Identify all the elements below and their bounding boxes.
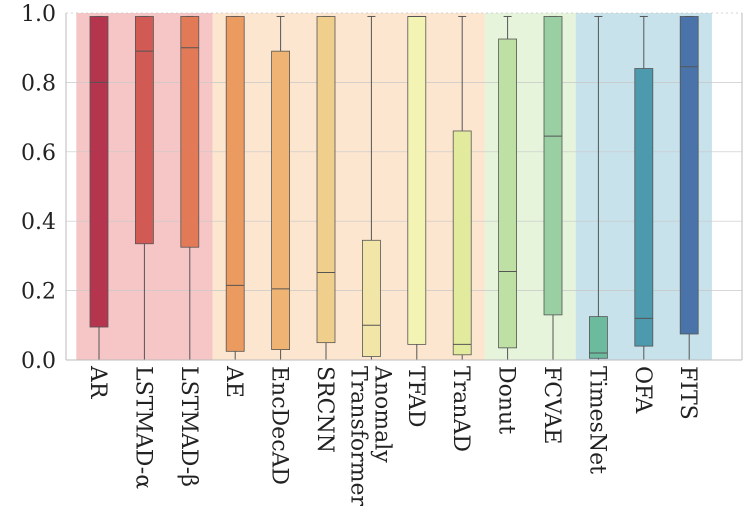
iqr-box [225,16,245,352]
x-tick-label-tfad: TFAD [403,366,428,428]
box-tfad [407,15,427,361]
x-tick-label-fcvae: FCVAE [539,366,564,444]
box-ae [225,15,245,361]
iqr-box [89,16,109,328]
iqr-box [134,16,154,245]
x-tick-label-ar: AR [85,365,110,400]
iqr-box [180,16,200,248]
box-srcnn [316,15,336,361]
iqr-box [271,50,291,350]
axes [65,13,743,361]
x-tick-labels: AR LSTMAD-α LSTMAD-β AE EncDecAD SRCNN Anomaly… [85,365,700,507]
box-lstmad- [134,15,154,361]
x-tick-label-encdecad: EncDecAD [267,366,292,485]
x-tick-label-transformer: Transformer [345,366,370,507]
box-lstmad- [180,15,200,361]
group-bands [76,13,712,360]
iqr-box [407,16,427,345]
iqr-box [452,130,472,356]
box-donut [498,15,518,361]
box-fcvae [543,15,563,361]
iqr-box [589,316,608,359]
y-tick-label-1.0: 1.0 [21,2,56,27]
iqr-box [498,38,518,349]
iqr-box [316,16,336,344]
x-tick-label-srcnn: SRCNN [312,366,337,453]
iqr-box [634,68,654,347]
x-tick-label-donut: Donut [494,366,519,434]
y-tick-label-0.2: 0.2 [21,280,56,305]
iqr-box [679,16,699,335]
iqr-box [361,239,381,357]
box-ar [89,15,109,361]
x-tick-label-anomaly: Anomaly [369,365,394,463]
y-tick-label-0.8: 0.8 [21,71,56,96]
x-tick-label-tranad: TranAD [448,366,473,452]
box-anomaly-transformer [361,15,381,361]
boxes [89,15,699,361]
x-tick-label-ofa: OFA [630,366,655,414]
band-group-2 [212,13,485,360]
y-tick-label-0.6: 0.6 [21,141,56,166]
box-tranad [452,15,472,361]
y-tick-labels: 0.0 0.2 0.4 0.6 0.8 1.0 [21,2,56,374]
box-encdecad [271,15,291,361]
x-tick-label-lstmad-: LSTMAD-β [176,366,201,487]
x-tick-label-timesnet: TimesNet [584,366,609,474]
y-tick-label-0.0: 0.0 [21,349,56,374]
y-tick-label-0.4: 0.4 [21,210,56,235]
iqr-box [543,16,563,316]
x-tick-label-ae: AE [221,365,246,398]
box-ofa [634,15,654,361]
box-fits [679,15,699,361]
box-timesnet [589,15,608,361]
x-tick-label-lstmad-: LSTMAD-α [130,366,155,489]
x-tick-label-fits: FITS [675,366,700,420]
